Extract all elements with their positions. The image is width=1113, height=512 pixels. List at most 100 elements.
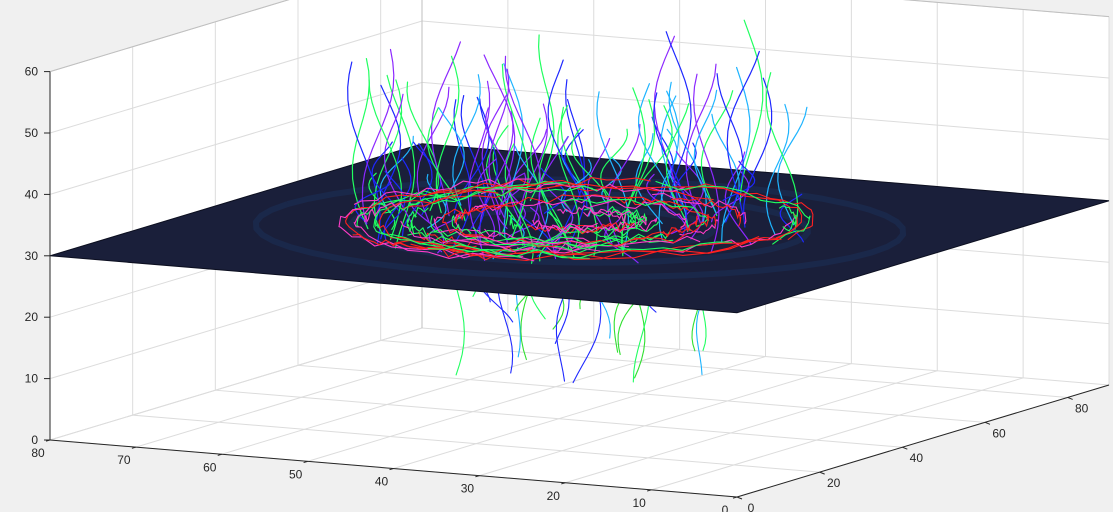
streamline — [700, 90, 734, 217]
y-tick — [819, 471, 825, 475]
streamline — [407, 232, 632, 254]
streamline — [378, 189, 499, 253]
streamline — [514, 145, 549, 253]
streamline — [671, 198, 742, 227]
streamline — [426, 173, 447, 229]
streamline — [634, 105, 673, 203]
x-tick-label: 60 — [203, 460, 217, 474]
streamline — [564, 218, 635, 235]
streamline — [509, 214, 524, 230]
streamline — [386, 74, 416, 249]
x-tick-label: 70 — [117, 453, 131, 467]
streamline — [665, 103, 691, 231]
streamline — [364, 202, 401, 223]
y-tick-label: 0 — [748, 501, 755, 512]
x-tick-label: 30 — [461, 482, 475, 496]
streamline — [361, 48, 395, 225]
x-tick — [646, 489, 652, 492]
streamline — [666, 169, 704, 240]
streamline — [433, 216, 591, 247]
y-tick-label: 20 — [827, 476, 841, 490]
streamline — [633, 213, 709, 240]
streamline — [416, 86, 450, 222]
streamline — [601, 156, 622, 204]
x-tick-label: 80 — [31, 446, 45, 460]
z-tick-label: 40 — [25, 187, 39, 201]
streamline — [484, 228, 592, 244]
x-tick-label: 40 — [375, 475, 389, 489]
streamline — [653, 92, 688, 238]
box-top-edge — [49, 0, 1110, 73]
streamline — [374, 214, 521, 258]
streamline — [742, 77, 773, 228]
streamline — [530, 117, 570, 251]
streamline — [655, 180, 811, 245]
streamline — [765, 103, 790, 236]
streamline — [653, 35, 679, 204]
x-tick-label: 0 — [722, 503, 729, 512]
y-tick-label: 60 — [992, 426, 1006, 440]
streamline — [481, 94, 508, 237]
streamline — [662, 215, 698, 238]
streamline — [635, 133, 663, 225]
y-tick-label: 40 — [910, 451, 924, 465]
streamline — [347, 61, 381, 244]
streamline — [453, 96, 490, 214]
streamline — [430, 41, 461, 217]
y-tick — [1067, 396, 1073, 400]
streamline — [693, 89, 718, 213]
streamline — [453, 99, 472, 246]
streamline — [726, 50, 760, 215]
streamline — [380, 170, 406, 240]
streamline — [353, 178, 531, 205]
streamline — [576, 221, 635, 235]
x-tick — [732, 496, 738, 499]
streamline — [410, 238, 782, 262]
streamline — [371, 141, 399, 211]
streamline — [376, 84, 402, 221]
z-tick-label: 0 — [31, 433, 38, 447]
streamline — [685, 63, 717, 223]
x-tick — [561, 482, 566, 485]
streamline — [406, 206, 429, 235]
x-tick — [131, 446, 137, 449]
streamline — [620, 87, 646, 257]
streamline — [435, 55, 460, 214]
streamline — [545, 194, 717, 226]
slice-plane-ring — [252, 176, 907, 281]
streamline — [460, 95, 486, 235]
streamline — [518, 208, 550, 257]
streamline — [711, 170, 750, 223]
streamline — [425, 177, 651, 196]
streamline — [665, 31, 692, 199]
streamline — [675, 142, 697, 211]
streamline — [739, 19, 764, 205]
streamline — [590, 200, 687, 228]
x-tick-label: 50 — [289, 467, 303, 481]
x-tick — [475, 475, 480, 478]
streamline — [779, 193, 804, 243]
streamline — [557, 105, 580, 248]
streamline — [356, 182, 593, 228]
y-tick — [736, 496, 743, 500]
streamline — [607, 123, 641, 245]
streamline — [721, 66, 751, 242]
x-tick-label: 10 — [632, 496, 646, 510]
streamline — [532, 220, 595, 234]
streamline — [373, 202, 590, 259]
streamline — [504, 55, 542, 221]
streamlines-above-plane — [338, 19, 814, 264]
streamline — [555, 183, 803, 239]
streamline — [527, 211, 563, 251]
streamline — [476, 158, 497, 240]
streamline — [352, 233, 464, 252]
streamline — [779, 205, 797, 232]
streamline — [496, 173, 527, 229]
streamline — [652, 192, 747, 225]
streamline — [679, 219, 719, 236]
axis-lines — [44, 71, 1110, 500]
y-tick — [984, 421, 991, 425]
streamline — [454, 201, 512, 224]
